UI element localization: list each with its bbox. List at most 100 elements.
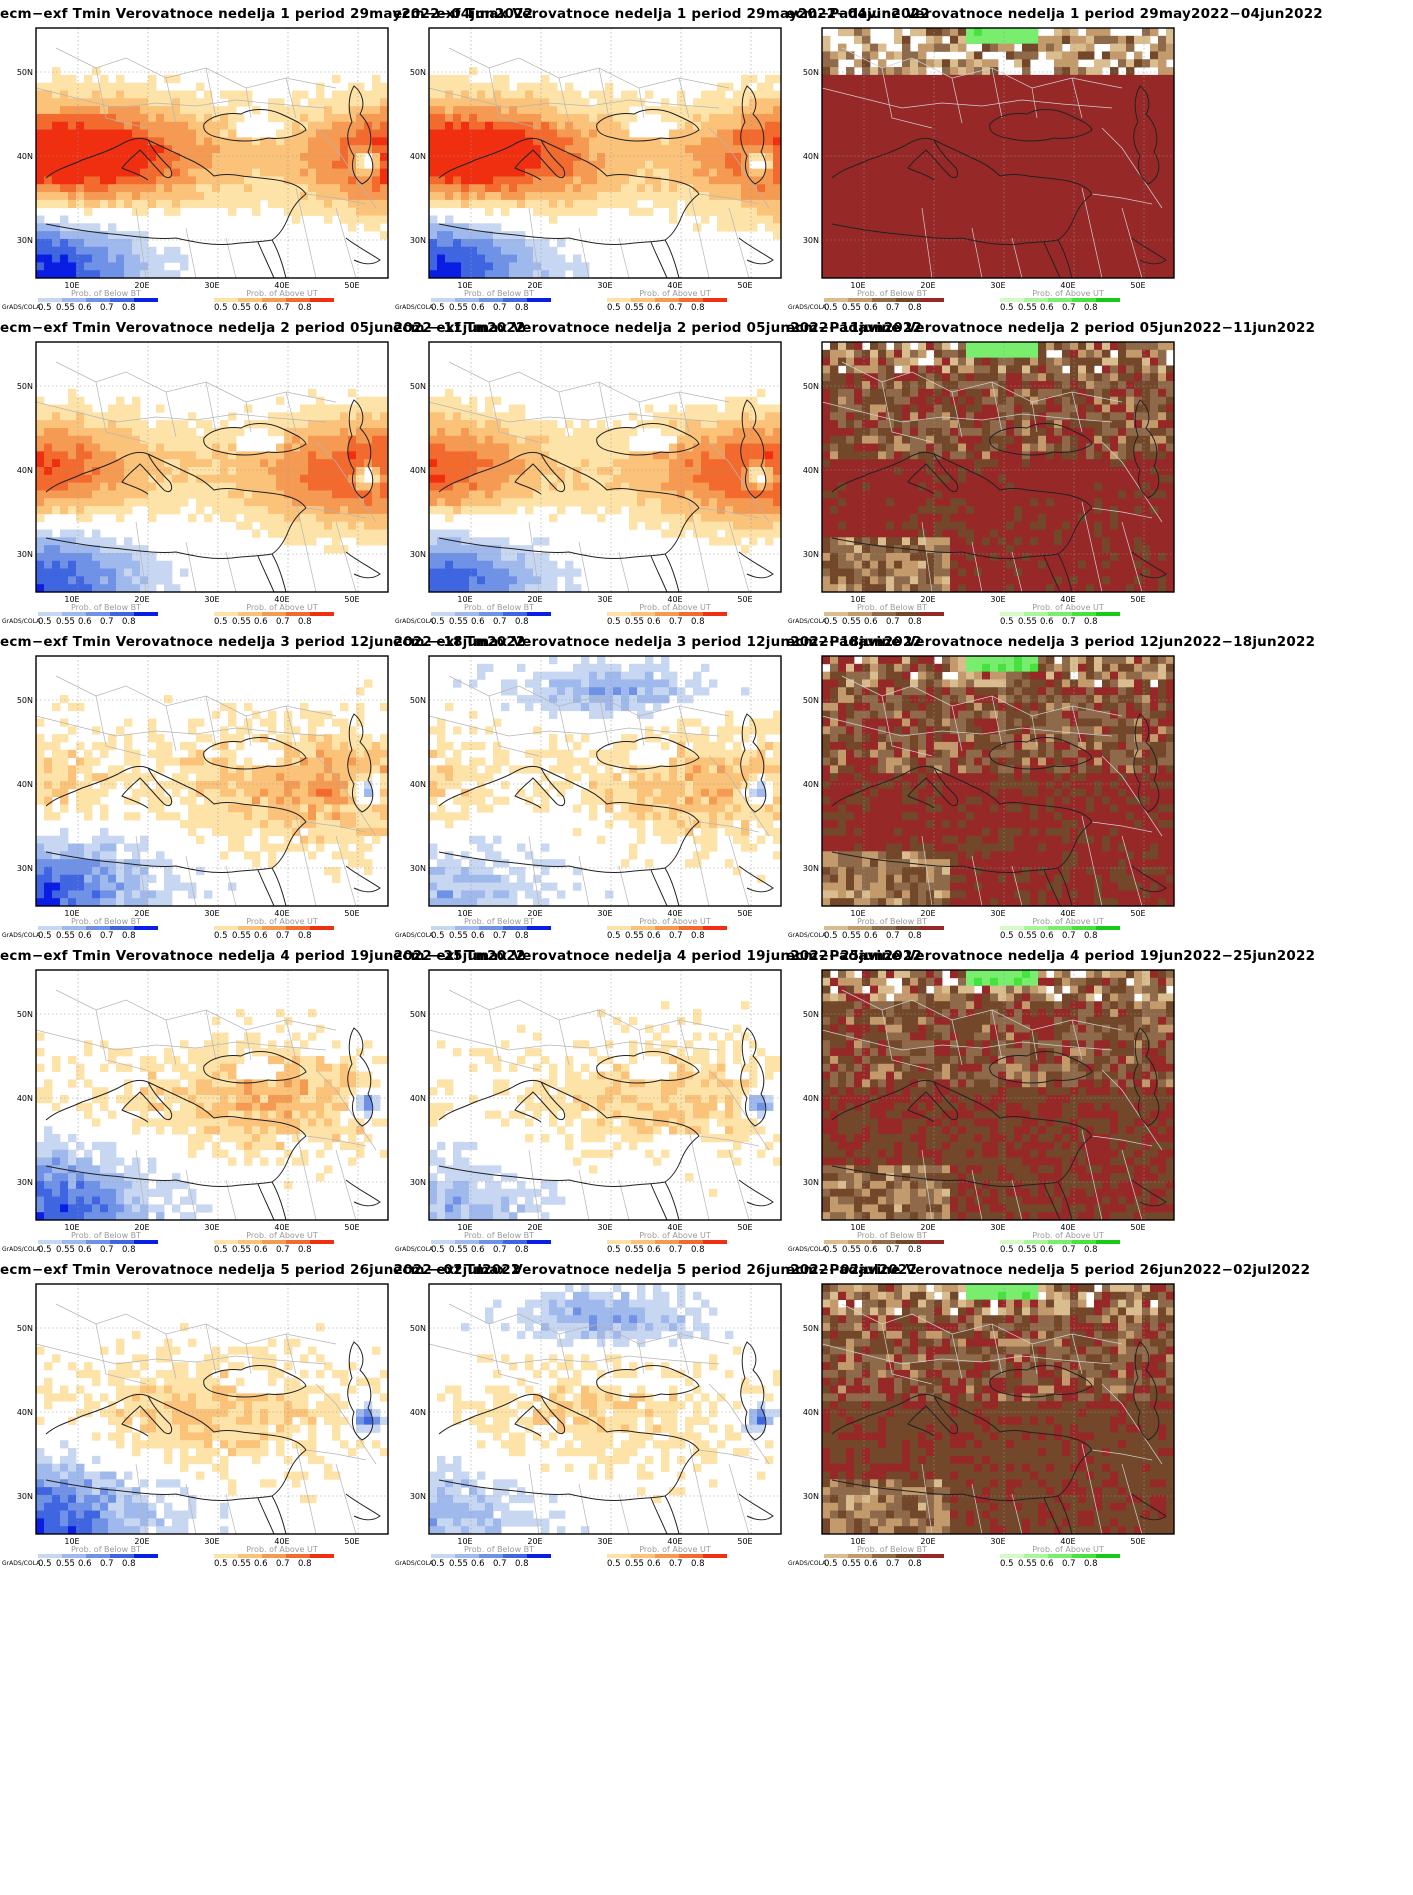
- legend-tick: 0.55: [842, 931, 861, 941]
- legend-tick: 0.6: [471, 1559, 485, 1569]
- map-panel: ecm−exf Tmax Verovatnoce nedelja 3 perio…: [393, 628, 922, 1007]
- legend-tick: 0.5: [38, 303, 52, 313]
- legend-tick: 0.8: [1084, 931, 1098, 941]
- legend-tick: 0.6: [471, 303, 485, 313]
- lon-label: 10E: [457, 1537, 472, 1546]
- lon-label: 20E: [134, 595, 149, 604]
- lon-label: 10E: [850, 281, 865, 290]
- panel-title: ecm−exf Tmin Verovatnoce nedelja 2 perio…: [0, 320, 526, 336]
- legend-title: Prob. of Above UT: [1032, 603, 1104, 612]
- legend-title: Prob. of Below BT: [464, 603, 534, 612]
- country-borders: [429, 1303, 770, 1534]
- lat-label: 40N: [410, 152, 426, 161]
- legend-tick: 0.55: [232, 1559, 251, 1569]
- legend-tick: 0.7: [1062, 931, 1076, 941]
- legend-tick: 0.5: [431, 303, 445, 313]
- legend-tick: 0.6: [647, 1559, 661, 1569]
- probability-field: [822, 970, 1174, 1220]
- legend-tick: 0.5: [38, 617, 52, 627]
- lon-label: 20E: [527, 1223, 542, 1232]
- lon-label: 20E: [134, 1537, 149, 1546]
- legend-title: Prob. of Above UT: [639, 1545, 711, 1554]
- legend-tick: 0.5: [607, 1559, 621, 1569]
- probability-field: [429, 970, 781, 1220]
- country-borders: [429, 361, 770, 592]
- lat-label: 40N: [410, 466, 426, 475]
- legend-tick: 0.5: [607, 931, 621, 941]
- lon-label: 40E: [667, 1223, 682, 1232]
- lat-label: 30N: [17, 1178, 33, 1187]
- legend-title: Prob. of Below BT: [464, 1231, 534, 1240]
- lat-label: 30N: [17, 1492, 33, 1501]
- panel-title: ecm−exf Tmin Verovatnoce nedelja 1 perio…: [0, 6, 534, 22]
- lon-label: 50E: [344, 595, 359, 604]
- lon-label: 10E: [850, 1537, 865, 1546]
- legend-title: Prob. of Below BT: [857, 917, 927, 926]
- lat-label: 50N: [17, 382, 33, 391]
- map-panel: ecm−Padavine Verovatnoce nedelja 5 perio…: [786, 1256, 1310, 1635]
- legend-tick: 0.8: [691, 1559, 705, 1569]
- country-borders: [822, 989, 1163, 1220]
- lon-label: 40E: [274, 909, 289, 918]
- coastlines: [45, 713, 381, 906]
- lat-label: 40N: [803, 1408, 819, 1417]
- country-borders: [36, 361, 377, 592]
- grads-credit: GrADS/COLA: [788, 1560, 827, 1567]
- legend-tick: 0.5: [1000, 303, 1014, 313]
- grads-credit: GrADS/COLA: [395, 304, 434, 311]
- legend-title: Prob. of Below BT: [71, 289, 141, 298]
- legend-tick: 0.55: [232, 617, 251, 627]
- map-plot: 50N 40N 30N 10E 20E 30E 40E 50E GrADS/COLA Prob. …: [2, 969, 389, 1255]
- legend-tick: 0.6: [78, 303, 92, 313]
- lon-label: 20E: [920, 595, 935, 604]
- legend-tick: 0.7: [100, 1245, 114, 1255]
- legend-tick: 0.6: [864, 1245, 878, 1255]
- lon-label: 20E: [527, 281, 542, 290]
- lon-label: 50E: [344, 281, 359, 290]
- lon-label: 20E: [134, 1223, 149, 1232]
- legend-tick: 0.7: [669, 1559, 683, 1569]
- legend-tick: 0.6: [78, 1559, 92, 1569]
- legend-tick: 0.7: [1062, 1245, 1076, 1255]
- legend-tick: 0.55: [232, 931, 251, 941]
- map-panel: ecm−exf Tmax Verovatnoce nedelja 2 perio…: [393, 314, 922, 693]
- lat-label: 50N: [803, 1010, 819, 1019]
- lon-label: 50E: [737, 1223, 752, 1232]
- legend-tick: 0.6: [254, 303, 268, 313]
- legend-tick: 0.6: [471, 617, 485, 627]
- lon-label: 20E: [134, 281, 149, 290]
- legend-tick: 0.55: [1018, 617, 1037, 627]
- lon-label: 50E: [737, 281, 752, 290]
- legend-tick: 0.6: [78, 931, 92, 941]
- legend-tick: 0.5: [824, 931, 838, 941]
- coastlines: [45, 85, 381, 278]
- lat-label: 50N: [410, 1324, 426, 1333]
- lat-label: 30N: [803, 1178, 819, 1187]
- legend-tick: 0.5: [214, 1245, 228, 1255]
- probability-field: [36, 1284, 388, 1534]
- legend-tick: 0.5: [431, 617, 445, 627]
- map-panel: ecm−Padavine Verovatnoce nedelja 3 perio…: [786, 628, 1315, 1007]
- legend-tick: 0.8: [691, 617, 705, 627]
- legend-tick: 0.8: [1084, 1559, 1098, 1569]
- legend-tick: 0.7: [886, 303, 900, 313]
- legend-tick: 0.8: [908, 931, 922, 941]
- lon-label: 20E: [920, 909, 935, 918]
- lon-label: 30E: [597, 595, 612, 604]
- lon-label: 10E: [457, 1223, 472, 1232]
- lon-label: 10E: [850, 1223, 865, 1232]
- legend-tick: 0.7: [669, 303, 683, 313]
- grads-credit: GrADS/COLA: [788, 1246, 827, 1253]
- probability-field: [36, 970, 388, 1220]
- legend-tick: 0.6: [647, 1245, 661, 1255]
- map-plot: 50N 40N 30N 10E 20E 30E 40E 50E GrADS/COLA Prob. …: [2, 27, 389, 313]
- legend-tick: 0.7: [100, 303, 114, 313]
- probability-field: [822, 1284, 1174, 1534]
- lat-label: 50N: [410, 382, 426, 391]
